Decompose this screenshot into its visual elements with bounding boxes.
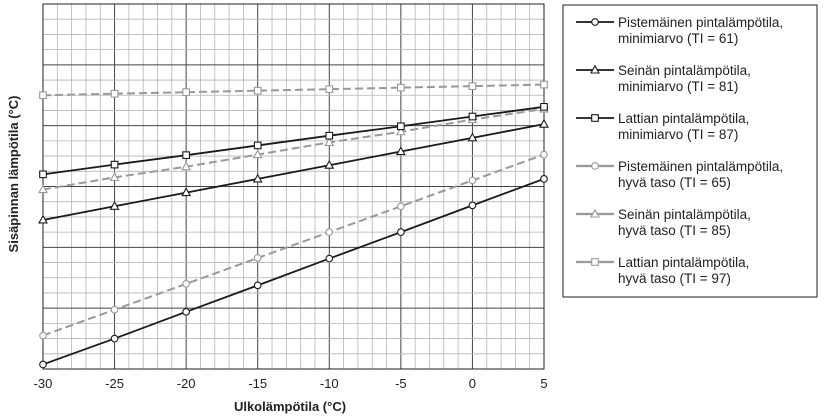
data-point	[182, 151, 190, 160]
grid	[43, 4, 544, 369]
series-2	[38, 118, 549, 224]
legend-label: Pistemäinen pintalämpötila,	[618, 15, 783, 30]
legend-swatch-marker	[591, 258, 599, 266]
data-point	[540, 150, 548, 159]
series-line	[42, 178, 545, 366]
data-point	[468, 201, 477, 210]
data-point	[252, 149, 263, 159]
x-tick-label: -5	[395, 376, 407, 391]
legend-label: minimiarvo (TI = 87)	[618, 127, 738, 142]
data-point	[110, 305, 119, 314]
data-point	[39, 91, 47, 100]
data-point	[110, 334, 119, 343]
y-axis-title: Sisäpinnan lämpötila (°C)	[6, 96, 21, 253]
legend-item-5: Seinän pintalämpötila,hyvä taso (TI = 85…	[576, 207, 751, 238]
legend: Pistemäinen pintalämpötila,minimiarvo (T…	[562, 4, 818, 298]
x-tick-label: -15	[248, 376, 267, 391]
data-point	[253, 141, 262, 150]
series-line	[42, 123, 545, 221]
series-line	[42, 153, 545, 337]
data-point	[539, 118, 549, 128]
data-point	[325, 228, 334, 236]
series-line	[42, 107, 545, 191]
data-point	[182, 88, 190, 97]
data-point	[182, 307, 190, 316]
legend-label: hyvä taso (TI = 85)	[618, 223, 731, 238]
series-line	[42, 105, 545, 176]
data-point	[395, 146, 406, 156]
data-point	[253, 86, 262, 95]
legend-label: minimiarvo (TI = 61)	[618, 31, 738, 46]
data-point	[38, 214, 48, 224]
legend-label: hyvä taso (TI = 65)	[618, 175, 731, 190]
legend-swatch-marker	[590, 208, 600, 218]
series-3	[39, 102, 548, 179]
data-point	[181, 161, 192, 171]
data-point	[397, 228, 405, 236]
legend-label: minimiarvo (TI = 81)	[618, 79, 738, 94]
data-point	[468, 176, 477, 185]
series-layer	[38, 80, 549, 369]
legend-item-2: Seinän pintalämpötila,minimiarvo (TI = 8…	[576, 63, 751, 94]
legend-swatch-marker	[591, 18, 599, 26]
legend-label: Seinän pintalämpötila,	[618, 63, 751, 78]
data-point	[540, 175, 548, 183]
legend-label: Lattian pintalämpötila,	[618, 111, 749, 126]
data-point	[540, 102, 548, 111]
data-point	[253, 254, 262, 262]
x-tick-label: 0	[469, 376, 476, 391]
legend-label: Pistemäinen pintalämpötila,	[618, 159, 783, 174]
data-point	[397, 202, 405, 211]
data-point	[38, 184, 48, 194]
series-1	[39, 175, 548, 369]
legend-box	[562, 4, 818, 298]
data-point	[324, 159, 335, 169]
legend-item-4: Pistemäinen pintalämpötila,hyvä taso (TI…	[576, 159, 783, 190]
legend-label: Lattian pintalämpötila,	[618, 255, 749, 270]
legend-item-3: Lattian pintalämpötila,minimiarvo (TI = …	[576, 111, 749, 142]
x-tick-label: 5	[540, 376, 547, 391]
data-point	[395, 126, 406, 136]
data-point	[325, 254, 334, 263]
x-axis-title: Ulkolämpötila (°C)	[234, 399, 346, 414]
data-point	[253, 281, 262, 290]
data-point	[325, 85, 334, 94]
data-point	[397, 83, 405, 92]
x-tick-label: -25	[105, 376, 124, 391]
series-4	[39, 150, 548, 340]
data-point	[467, 132, 478, 142]
data-point	[109, 172, 120, 181]
data-point	[325, 131, 334, 140]
x-tick-label: -30	[34, 376, 53, 391]
legend-item-1: Pistemäinen pintalämpötila,minimiarvo (T…	[576, 15, 783, 46]
data-point	[468, 82, 477, 90]
data-point	[468, 112, 477, 121]
legend-swatch-marker	[591, 114, 599, 122]
series-6	[39, 80, 548, 100]
x-tick-label: -10	[320, 376, 339, 391]
legend-items: Pistemäinen pintalämpötila,minimiarvo (T…	[576, 15, 783, 286]
x-tick-labels: -30 -25 -20 -15 -10 -5 0 5	[34, 376, 548, 391]
x-tick-label: -20	[177, 376, 196, 391]
data-point	[252, 173, 263, 183]
legend-swatch-marker	[591, 162, 599, 170]
data-point	[110, 160, 119, 169]
data-point	[109, 200, 120, 210]
legend-label: hyvä taso (TI = 97)	[618, 271, 731, 286]
data-point	[324, 137, 335, 146]
data-point	[182, 279, 190, 288]
legend-item-6: Lattian pintalämpötila,hyvä taso (TI = 9…	[576, 255, 749, 286]
data-point	[39, 170, 47, 179]
data-point	[181, 187, 192, 197]
legend-swatch-marker	[590, 64, 600, 74]
legend-label: Seinän pintalämpötila,	[618, 207, 751, 222]
data-point	[39, 331, 47, 340]
data-point	[39, 360, 47, 369]
data-point	[397, 122, 405, 131]
data-point	[110, 89, 119, 98]
data-point	[540, 80, 548, 89]
